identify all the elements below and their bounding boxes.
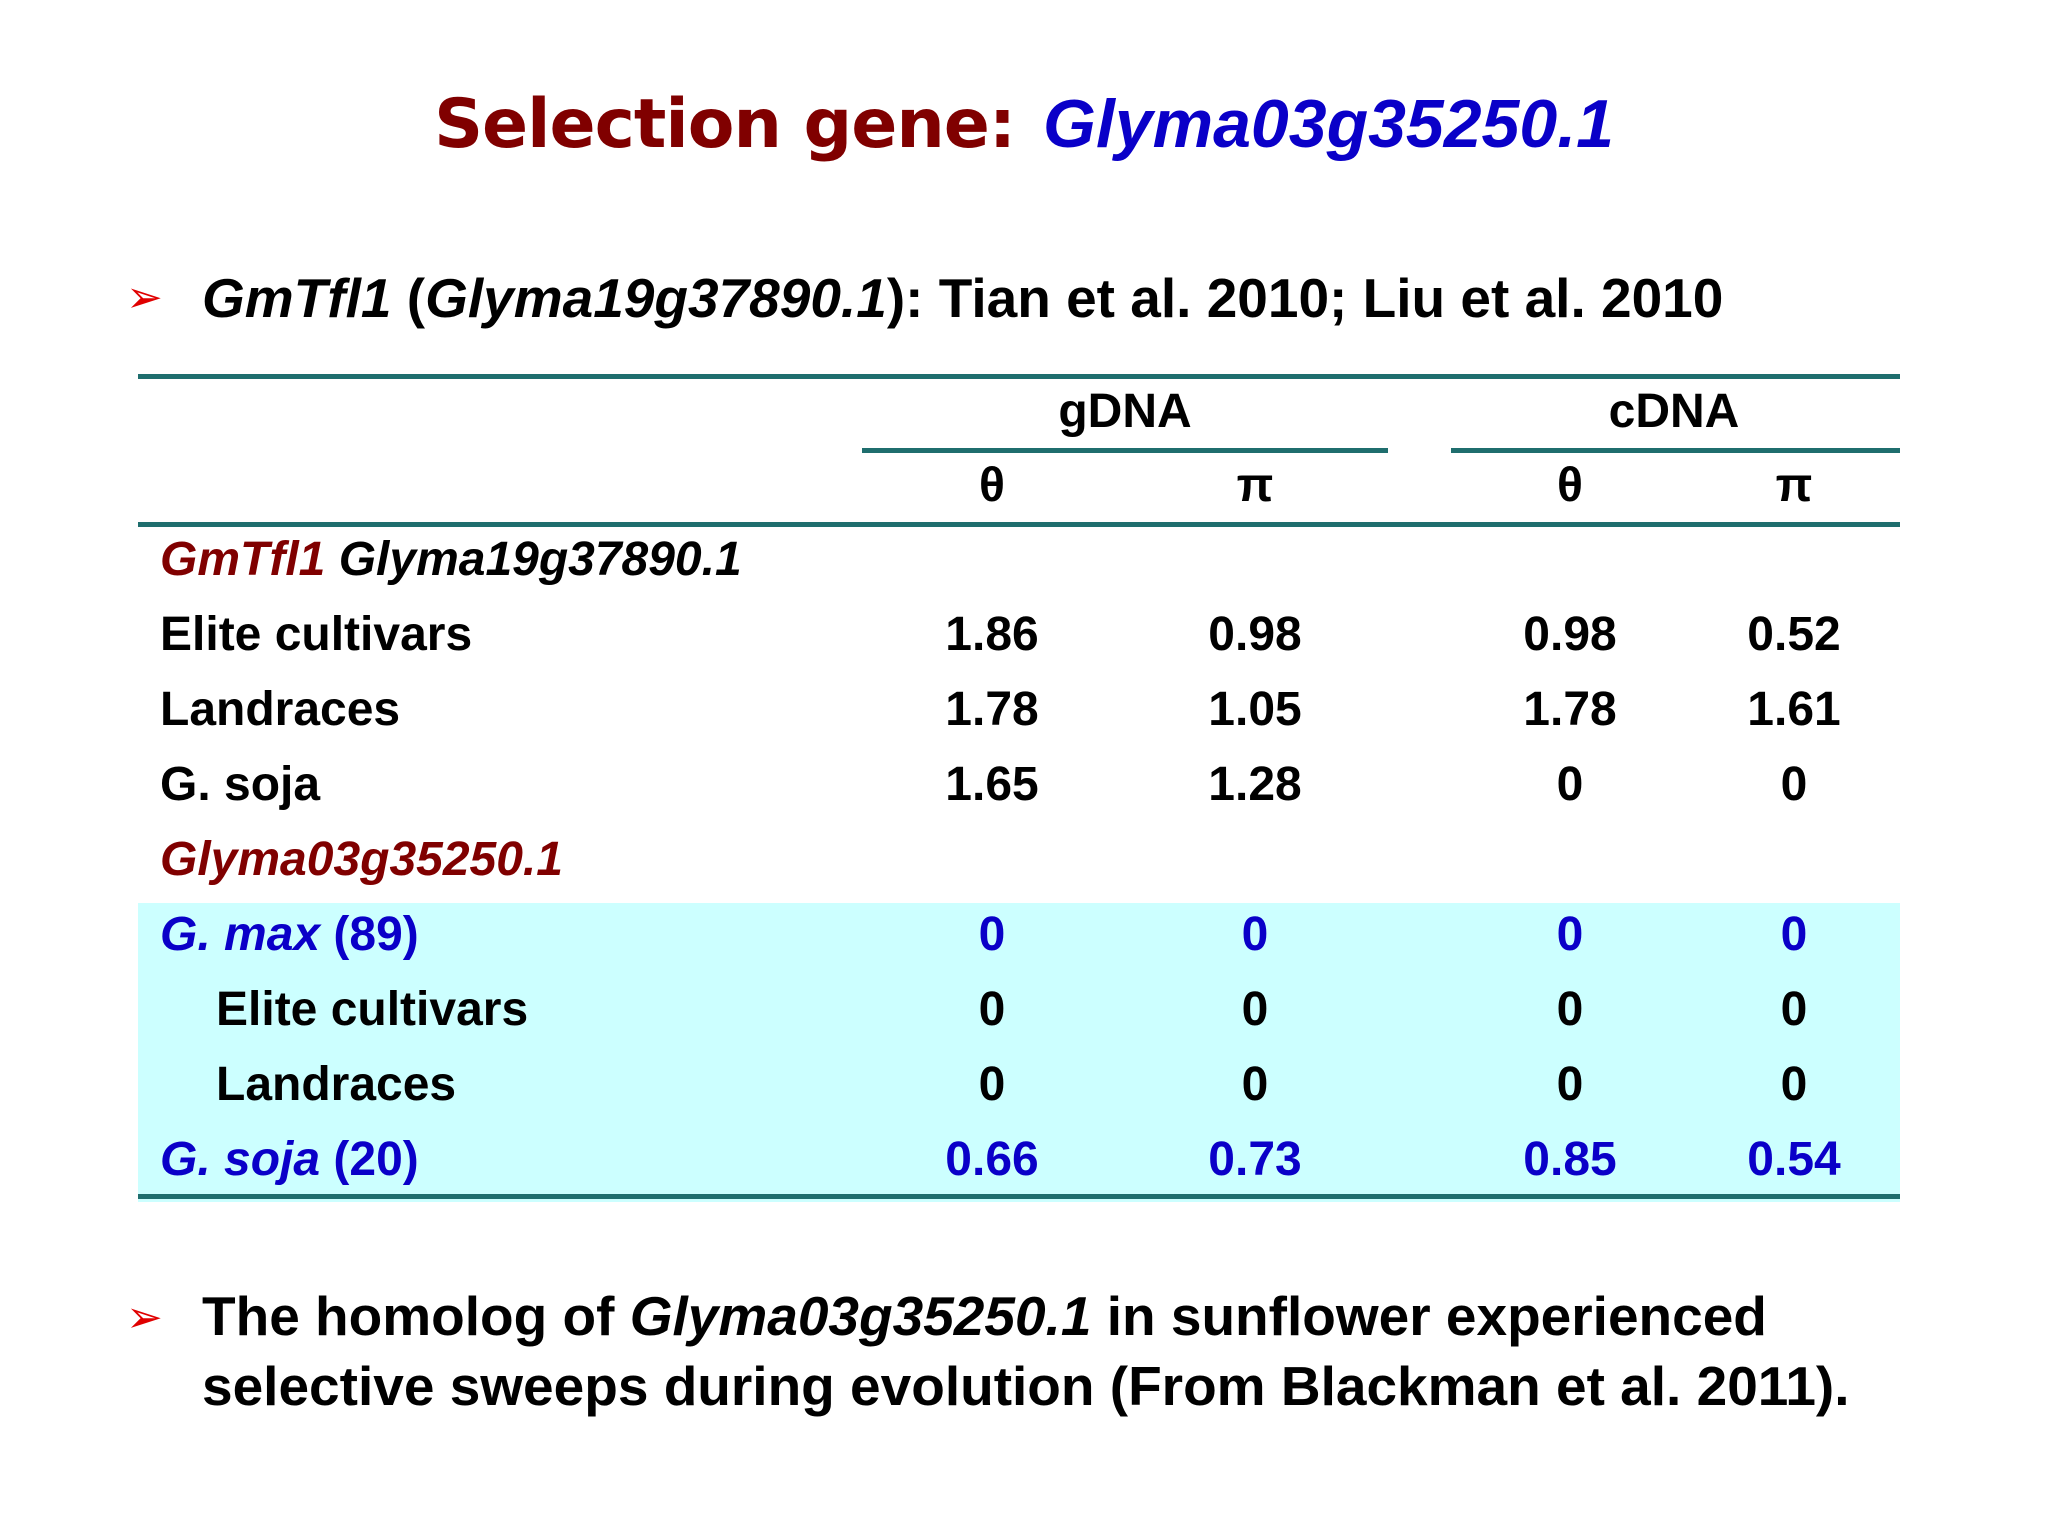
highlight-band [138, 903, 1900, 1202]
title-gene: Glyma03g35250.1 [1043, 86, 1614, 162]
arrow-bullet-icon: ➢ [126, 272, 163, 323]
cell-value: 1.78 [945, 683, 1039, 736]
subheader-gdna-theta: θ [979, 459, 1005, 512]
cell-value: 1.78 [1523, 683, 1617, 736]
row-label: Landraces [160, 683, 401, 736]
cell-value: 0 [1556, 908, 1584, 961]
cell-value: 1.86 [945, 608, 1039, 661]
cell-value: 0 [1780, 1058, 1808, 1111]
row-label: G. max (89) [160, 908, 419, 961]
bullet-1-text: GmTfl1 (Glyma19g37890.1): Tian et al. 20… [202, 267, 1724, 329]
table-bottom-rule [138, 1194, 1900, 1199]
title-prefix: Selection gene: [434, 85, 1016, 164]
cell-value: 0.66 [945, 1133, 1039, 1186]
row-label: Elite cultivars [160, 608, 473, 661]
cell-value: 0.98 [1523, 608, 1617, 661]
table-top-rule [138, 374, 1900, 379]
subheader-cdna-pi: π [1775, 459, 1813, 512]
cell-value: 1.05 [1208, 683, 1302, 736]
cell-value: 0.98 [1208, 608, 1302, 661]
cell-value: 0.54 [1747, 1133, 1841, 1186]
subheader-cdna-theta: θ [1557, 459, 1583, 512]
cdna-rule [1451, 448, 1900, 453]
cell-value: 0 [1556, 983, 1584, 1036]
cell-value: 0 [1556, 1058, 1584, 1111]
header-gdna: gDNA [1058, 385, 1192, 438]
cell-value: 1.28 [1208, 758, 1302, 811]
cell-value: 0 [978, 908, 1006, 961]
arrow-bullet-icon: ➢ [126, 1292, 163, 1343]
subheader-gdna-pi: π [1236, 459, 1274, 512]
bullet-2-line-1: The homolog of Glyma03g35250.1 in sunflo… [202, 1285, 1767, 1347]
row-label: Elite cultivars [216, 983, 529, 1036]
row-label: Landraces [216, 1058, 457, 1111]
section-1-header: GmTfl1 Glyma19g37890.1 [160, 533, 742, 586]
slide-title: Selection gene: Glyma03g35250.1 [0, 85, 2048, 175]
cell-value: 0 [1780, 758, 1808, 811]
cell-value: 0 [1241, 983, 1269, 1036]
cell-value: 0.52 [1747, 608, 1841, 661]
cell-value: 0.73 [1208, 1133, 1302, 1186]
section-2-header: Glyma03g35250.1 [160, 833, 563, 886]
cell-value: 0 [1241, 1058, 1269, 1111]
bullet-2-line-2: selective sweeps during evolution (From … [202, 1355, 1850, 1417]
header-cdna: cDNA [1608, 385, 1740, 438]
cell-value: 0.85 [1523, 1133, 1617, 1186]
cell-value: 0 [1780, 983, 1808, 1036]
cell-value: 0 [978, 983, 1006, 1036]
row-label: G. soja [160, 758, 321, 811]
gdna-rule [862, 448, 1388, 453]
header-bottom-rule [138, 522, 1900, 527]
cell-value: 0 [1556, 758, 1584, 811]
cell-value: 0 [978, 1058, 1006, 1111]
cell-value: 0 [1780, 908, 1808, 961]
cell-value: 0 [1241, 908, 1269, 961]
cell-value: 1.65 [945, 758, 1039, 811]
row-label: G. soja (20) [160, 1133, 419, 1186]
cell-value: 1.61 [1747, 683, 1841, 736]
